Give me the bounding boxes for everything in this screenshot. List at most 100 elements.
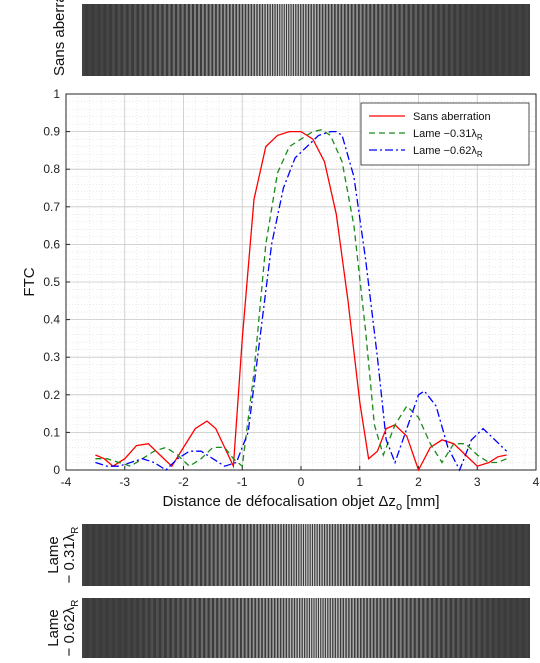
strip-label-top-text: Sans aberration (51, 0, 68, 76)
fringe-stripe (252, 4, 254, 76)
fringe-stripe (399, 524, 402, 586)
fringe-stripe (287, 598, 289, 658)
fringe-stripe (355, 598, 357, 658)
fringe-stripe (310, 524, 312, 586)
fringe-stripe (88, 4, 92, 76)
fringe-stripe (488, 598, 492, 658)
fringe-stripe (254, 524, 257, 586)
fringe-stripe (230, 4, 233, 76)
fringe-stripe (329, 4, 331, 76)
fringe-stripe (425, 524, 428, 586)
fringe-stripe (174, 524, 177, 586)
fringe-stripe (433, 598, 436, 658)
fringe-stripe (371, 598, 373, 658)
fringe-stripe (251, 524, 254, 586)
fringe-stripe (168, 4, 171, 76)
fringe-stripe (281, 524, 284, 586)
y-tick-label: 0.8 (43, 162, 60, 176)
fringe-stripe (314, 598, 316, 658)
fringe-stripe (257, 4, 260, 76)
fringe-stripe (405, 4, 408, 76)
fringe-stripe (380, 524, 383, 586)
fringe-stripe (289, 524, 291, 586)
fringe-stripe (238, 598, 241, 658)
fringe-stripe (323, 598, 325, 658)
fringe-stripe (399, 598, 402, 658)
fringe-stripe (395, 524, 398, 586)
fringe-stripe (305, 598, 307, 658)
fringe-stripe (377, 598, 380, 658)
strip-label-bottom-value: − 0.62λ (60, 606, 78, 657)
fringe-stripe (381, 598, 384, 658)
fringe-stripe (284, 598, 286, 658)
fringe-stripe (158, 4, 162, 76)
series-line-1 (95, 130, 507, 472)
fringe-stripe (452, 598, 455, 658)
fringe-stripe (437, 598, 441, 658)
fringe-stripe (144, 4, 147, 76)
strip-label-bottom-sub: R (69, 599, 81, 607)
fringe-stripe (320, 524, 322, 586)
fringe-stripe (234, 524, 236, 586)
y-tick-label: 1 (53, 87, 60, 101)
fringe-stripe (424, 4, 427, 76)
fringe-stripe (477, 598, 481, 658)
fringe-stripe (517, 524, 522, 586)
fringe-stripe (237, 524, 240, 586)
fringe-stripe (282, 4, 284, 76)
fringe-stripe (428, 598, 431, 658)
fringe-stripe (457, 598, 460, 658)
fringe-stripe (139, 598, 143, 658)
y-tick-label: 0.5 (43, 275, 60, 289)
fringe-stripe (230, 524, 233, 586)
fringe-stripe (369, 524, 372, 586)
fringe-stripe (266, 598, 268, 658)
fringe-stripe (481, 524, 485, 586)
fringe-stripe (359, 4, 362, 76)
fringe-stripe (391, 4, 395, 76)
fringe-stripe (252, 598, 255, 658)
x-tick-label: 4 (533, 475, 540, 489)
fringe-stripe (209, 598, 212, 658)
fringe-stripe (361, 598, 364, 658)
fringe-stripe (249, 598, 251, 658)
fringe-stripe (149, 4, 152, 76)
fringe-stripe (322, 524, 324, 586)
fringe-stripe (278, 524, 281, 586)
fringe-stripe (325, 598, 328, 658)
series-line-2 (95, 129, 507, 468)
fringe-stripe (470, 524, 474, 586)
fringe-stripe (333, 598, 335, 658)
fringe-stripe (467, 4, 471, 76)
fringe-stripe (472, 598, 476, 658)
fringe-stripe (159, 524, 162, 586)
fringe-stripe (82, 4, 86, 76)
fringe-stripe (356, 4, 358, 76)
fringe-stripe (352, 598, 354, 658)
fringe-stripe (197, 524, 200, 586)
fringe-stripe (280, 4, 282, 76)
fringe-stripe (456, 4, 459, 76)
fringe-stripe (500, 598, 504, 658)
fringe-stripe (186, 598, 190, 658)
fringe-stripe (184, 524, 187, 586)
fringe-stripe (115, 598, 119, 658)
fringe-stripe (169, 524, 172, 586)
fringe-stripe (341, 598, 343, 658)
fringe-stripe (294, 524, 296, 586)
fringe-stripe (201, 4, 204, 76)
fringe-stripe (233, 4, 236, 76)
fringe-stripe (327, 524, 330, 586)
fringe-stripe (254, 4, 257, 76)
fringe-stripe (383, 4, 386, 76)
fringe-stripe (396, 4, 399, 76)
fringe-stripe (205, 4, 208, 76)
fringe-stripe (414, 4, 418, 76)
fringe-stripe (210, 524, 213, 586)
fringe-stripe (188, 524, 191, 586)
fringe-stripe (258, 524, 260, 586)
fringe-stripe (416, 524, 419, 586)
fringe-stripe (494, 598, 498, 658)
fringe-stripe (408, 524, 411, 586)
fringe-stripe (287, 524, 289, 586)
